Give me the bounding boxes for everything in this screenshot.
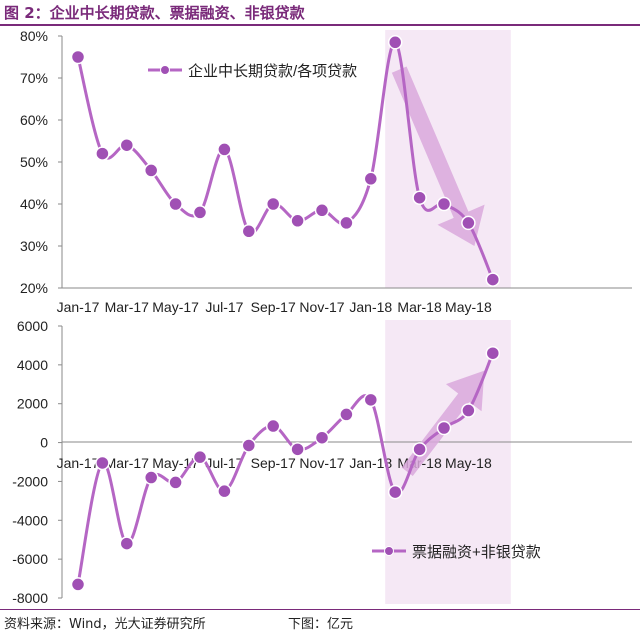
data-point	[290, 213, 305, 229]
highlight-bands	[385, 30, 511, 604]
data-point	[241, 224, 257, 239]
y-tick-label: -4000	[12, 512, 48, 528]
y-tick-label: 50%	[20, 154, 48, 170]
legend-label: 企业中长期贷款/各项贷款	[188, 62, 357, 80]
data-point	[143, 163, 159, 178]
data-point	[485, 345, 501, 361]
data-point	[217, 483, 232, 499]
x-tick-label: Sep-17	[251, 299, 296, 315]
data-point	[95, 146, 110, 161]
data-point	[217, 142, 232, 157]
data-point	[339, 407, 354, 422]
y-tick-label: 0	[40, 435, 48, 451]
legend-marker	[384, 546, 394, 556]
y-tick-label: 80%	[20, 28, 48, 44]
data-point	[143, 470, 159, 485]
y-tick-label: 40%	[20, 196, 48, 212]
data-point	[168, 475, 183, 490]
data-point	[192, 205, 208, 220]
x-tick-label: Jan-18	[349, 455, 392, 471]
data-point	[192, 449, 208, 465]
data-point	[436, 196, 452, 212]
data-point	[314, 430, 330, 445]
data-point	[314, 203, 330, 218]
y-tick-label: 6000	[17, 318, 48, 334]
title-divider	[0, 24, 640, 26]
x-tick-label: Sep-17	[251, 455, 296, 471]
source-divider	[0, 609, 640, 610]
chart-bill-financing-nonbank: -8000 -6000 -4000 -2000 0 2000 4000 6000 Jan-17 M…	[12, 318, 632, 606]
legend: 票据融资+非银贷款	[372, 544, 541, 561]
data-point	[70, 577, 86, 592]
data-point	[290, 442, 305, 457]
x-tick-label: Jan-18	[349, 299, 392, 315]
y-tick-label: 30%	[20, 238, 48, 254]
data-point	[241, 438, 257, 453]
x-tick-label: Mar-17	[105, 455, 150, 471]
x-tick-label: Jan-17	[57, 299, 100, 315]
x-tick-label: Jul-17	[205, 455, 243, 471]
legend: 企业中长期贷款/各项贷款	[148, 62, 357, 80]
x-tick-label: May-17	[152, 299, 199, 315]
data-point	[461, 403, 476, 418]
legend-label: 票据融资+非银贷款	[412, 544, 541, 561]
x-tick-label: Mar-18	[397, 299, 442, 315]
data-point	[412, 442, 427, 457]
data-point	[363, 171, 379, 187]
y-tick-label: 70%	[20, 70, 48, 86]
x-tick-label: Mar-17	[105, 299, 150, 315]
data-point	[265, 196, 281, 212]
data-point	[485, 272, 501, 287]
data-point	[412, 190, 427, 205]
x-tick-label: Jan-17	[57, 455, 100, 471]
charts-canvas: 20%30%40%50%60%70%80%Jan-17 Mar-17 May-17 J…	[12, 28, 632, 606]
data-point	[436, 420, 452, 436]
source-note: 资料来源：Wind，光大证券研究所	[4, 617, 206, 632]
y-tick-label: -2000	[12, 473, 48, 489]
figure-title-bar: 图 2：企业中长期贷款、票据融资、非银贷款	[0, 0, 640, 26]
y-tick-label: 2000	[17, 396, 48, 412]
x-tick-label: May-18	[445, 299, 492, 315]
y-tick-label: 20%	[20, 280, 48, 296]
data-point	[265, 418, 281, 434]
data-point	[119, 536, 135, 551]
y-tick-label: 60%	[20, 112, 48, 128]
data-point	[339, 215, 354, 231]
data-point	[70, 49, 86, 65]
data-point	[387, 35, 403, 50]
legend-marker	[160, 65, 170, 75]
data-point	[95, 455, 110, 471]
x-tick-label: Jul-17	[205, 299, 243, 315]
data-point	[363, 392, 379, 408]
x-tick-label: May-18	[445, 455, 492, 471]
chart-long-term-loan-ratio: 20% 30% 40% 50% 60% 70% 80% Jan-17 Mar-17 May-17 J…	[20, 28, 632, 315]
data-point	[387, 484, 403, 500]
trend-arrow	[391, 66, 485, 247]
y-tick-label: -8000	[12, 590, 48, 606]
x-tick-label: Nov-17	[299, 455, 344, 471]
unit-note: 下图：亿元	[288, 617, 354, 632]
data-point	[461, 215, 476, 231]
y-tick-label: 4000	[17, 357, 48, 373]
data-point	[168, 196, 183, 212]
x-tick-label: Nov-17	[299, 299, 344, 315]
y-tick-label: -6000	[12, 551, 48, 567]
figure-title: 图 2：企业中长期贷款、票据融资、非银贷款	[4, 4, 305, 22]
data-point	[119, 137, 135, 153]
